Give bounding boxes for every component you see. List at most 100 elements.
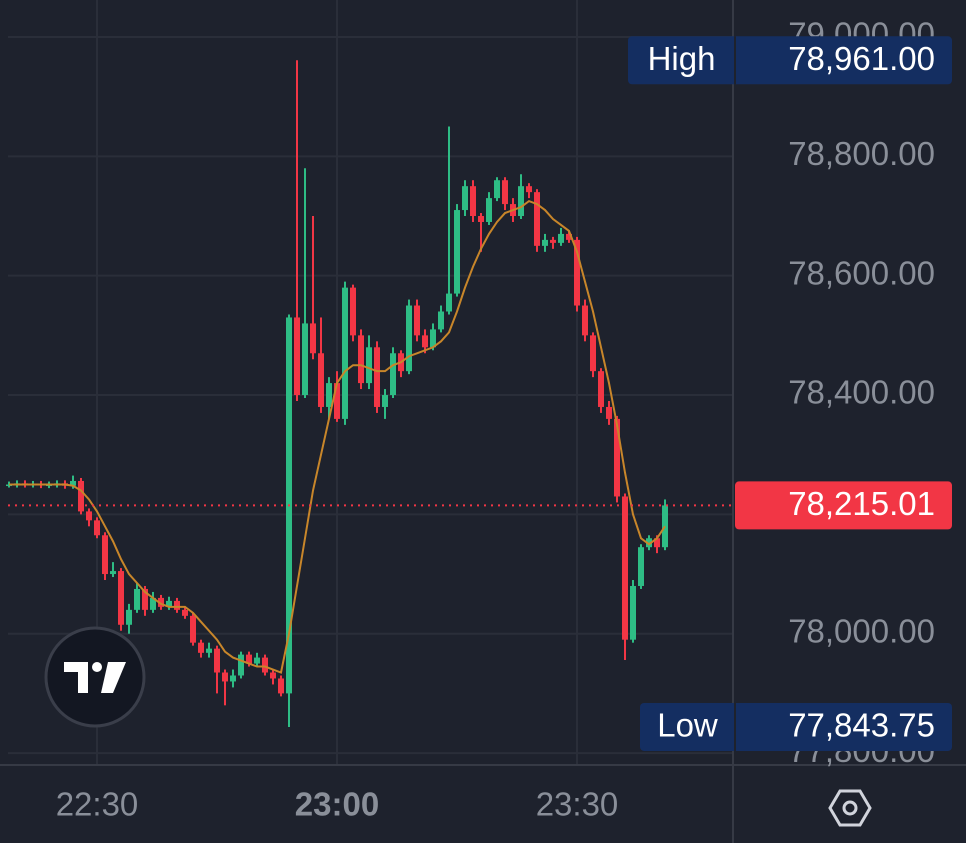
candle-body xyxy=(326,383,332,407)
logo-mark xyxy=(64,662,88,693)
candle-body xyxy=(126,609,132,625)
candle-body xyxy=(334,383,340,419)
candle-body xyxy=(534,192,540,246)
candle-body xyxy=(190,615,196,643)
candle-body xyxy=(198,642,204,653)
x-tick-label: 22:30 xyxy=(56,786,139,823)
extreme-marker-value: 78,961.00 xyxy=(788,40,935,77)
candle-body xyxy=(438,311,444,330)
candle-body xyxy=(310,323,316,354)
candle-body xyxy=(270,672,276,679)
settings-icon-center xyxy=(842,800,858,816)
candle-body xyxy=(206,648,212,653)
candle-body xyxy=(174,600,180,610)
candle-body xyxy=(302,323,308,396)
candle-body xyxy=(598,371,604,407)
logo-mark xyxy=(101,662,126,693)
last-price-label: 78,215.01 xyxy=(788,485,935,522)
candle-body xyxy=(486,198,492,222)
candle-body xyxy=(470,186,476,217)
y-tick-label: 78,600.00 xyxy=(788,254,935,291)
candle-body xyxy=(638,547,644,586)
moving-average-line xyxy=(9,199,666,674)
extreme-marker-label: High xyxy=(648,40,716,77)
axes: 77,800.0078,000.0078,200.0078,400.0078,6… xyxy=(56,16,952,823)
candle-body xyxy=(374,347,380,407)
candle-body xyxy=(342,287,348,419)
candle-body xyxy=(590,335,596,372)
candle-body xyxy=(70,480,76,486)
candle-body xyxy=(630,585,636,640)
candle-body xyxy=(558,233,564,243)
x-tick-label: 23:30 xyxy=(536,786,619,823)
extreme-marker-box xyxy=(628,36,952,85)
extreme-marker-value: 77,843.75 xyxy=(788,707,935,744)
extreme-marker-box xyxy=(640,702,952,751)
candle-body xyxy=(518,186,524,217)
logo-circle[interactable] xyxy=(44,626,146,728)
candle-body xyxy=(662,505,668,548)
candle-body xyxy=(526,186,532,193)
candle-body xyxy=(230,675,236,682)
candle-body xyxy=(278,678,284,694)
candle-body xyxy=(182,609,188,616)
logo-dot xyxy=(92,662,102,672)
candle-body xyxy=(646,538,652,548)
candle-body xyxy=(246,654,252,664)
candle-body xyxy=(502,180,508,205)
candle-body xyxy=(566,233,572,240)
x-tick-label: 23:00 xyxy=(295,786,379,823)
candle-body xyxy=(262,657,268,673)
candle-body xyxy=(102,535,108,575)
candle-body xyxy=(94,520,100,536)
candle-body xyxy=(478,216,484,222)
candle-body xyxy=(574,239,580,306)
candle-body xyxy=(150,597,156,610)
candle-body xyxy=(382,395,388,407)
settings-icon[interactable] xyxy=(828,789,872,827)
logo[interactable] xyxy=(44,626,146,728)
candle-body xyxy=(294,317,300,396)
candle-body xyxy=(222,672,228,682)
candle-body xyxy=(238,654,244,676)
candle-body xyxy=(430,329,436,348)
candle-body xyxy=(622,496,628,640)
candle-body xyxy=(542,239,548,246)
y-tick-label: 78,400.00 xyxy=(788,374,935,411)
grid xyxy=(8,0,733,765)
candle-body xyxy=(134,588,140,610)
settings-button[interactable] xyxy=(828,789,872,827)
candle-body xyxy=(462,186,468,211)
candle-body xyxy=(446,293,452,312)
plot xyxy=(6,60,733,727)
candle-body xyxy=(614,418,620,497)
candle-body xyxy=(350,287,356,336)
y-tick-label: 78,800.00 xyxy=(788,135,935,172)
candle-body xyxy=(606,406,612,419)
candle-body xyxy=(366,347,372,384)
candle-body xyxy=(406,305,412,372)
candle-body xyxy=(494,180,500,199)
candle-body xyxy=(254,657,260,664)
extreme-marker-label: Low xyxy=(657,707,718,744)
candle-body xyxy=(142,588,148,610)
candle-body xyxy=(422,335,428,348)
last-price-box xyxy=(735,481,952,530)
candle-body xyxy=(78,480,84,512)
candle-body xyxy=(86,511,92,521)
candle-body xyxy=(118,571,124,625)
candle-body xyxy=(390,353,396,396)
y-tick-label: 78,000.00 xyxy=(788,612,935,649)
candle-body xyxy=(158,597,164,607)
candle-body xyxy=(654,538,660,548)
candle-body xyxy=(358,335,364,384)
candle-body xyxy=(550,239,556,243)
candle-body xyxy=(414,305,420,336)
candle-body xyxy=(214,648,220,673)
candle-body xyxy=(110,571,116,575)
candle-body xyxy=(582,305,588,336)
candle-body xyxy=(166,600,172,607)
